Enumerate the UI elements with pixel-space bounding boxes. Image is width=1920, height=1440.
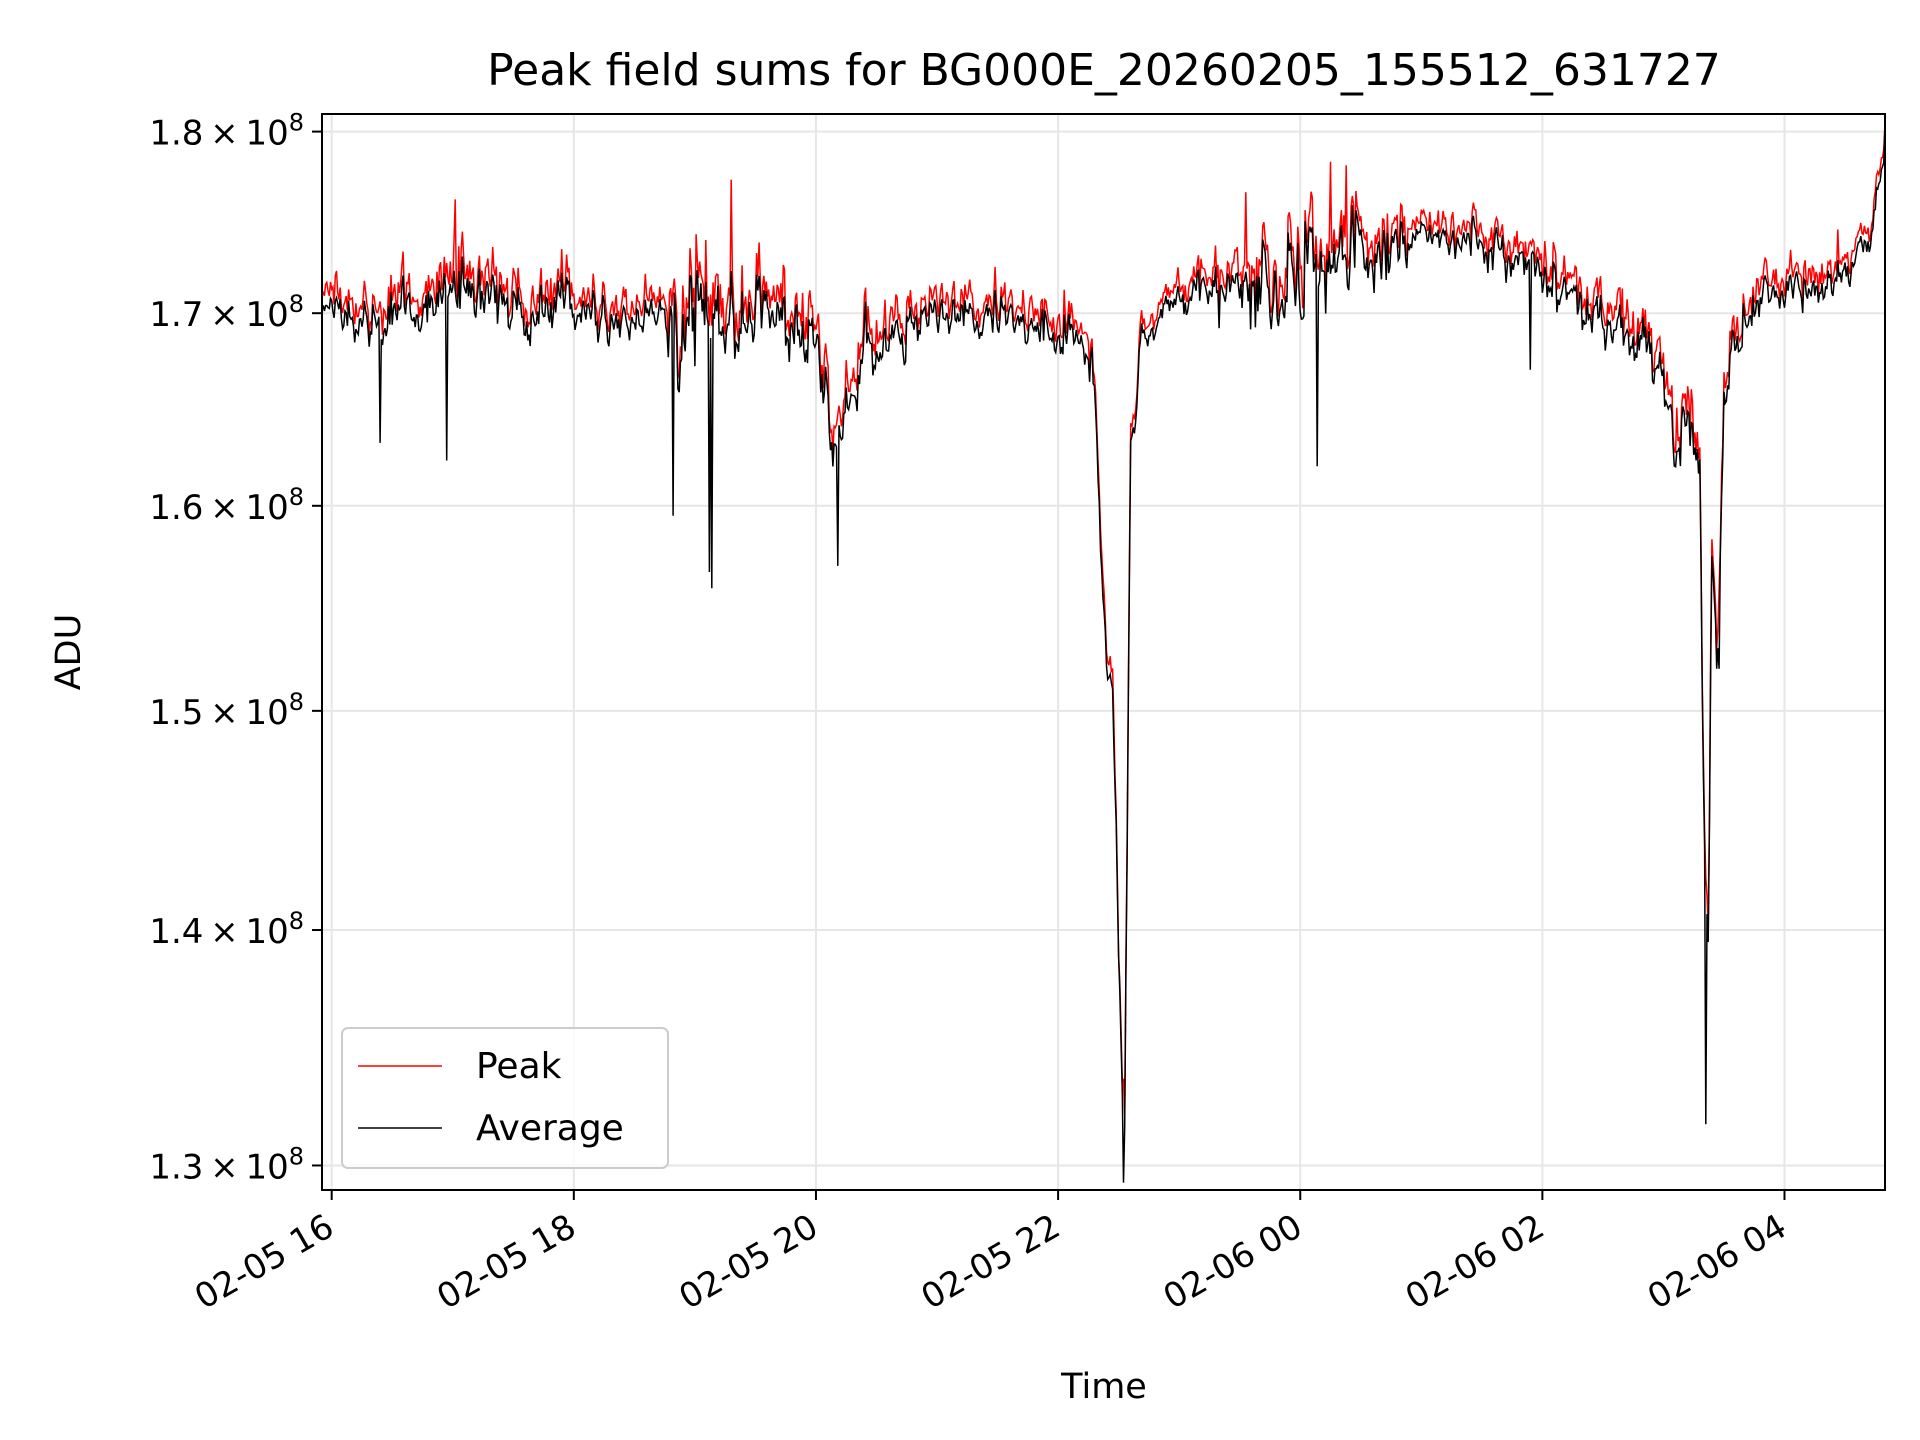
- y-tick-label: 1.5 × 108: [149, 688, 304, 733]
- series-peak-line: [322, 122, 1885, 1115]
- legend-box: [341, 1027, 669, 1169]
- plot-frame: [321, 113, 1886, 1191]
- legend-label-peak: Peak: [476, 1046, 562, 1087]
- y-tick-label: 1.4 × 108: [149, 907, 304, 952]
- y-axis: 1.3 × 108 1.4 × 108 1.5 × 108 1.6 × 108 1.7 …: [149, 109, 322, 1187]
- legend-label-average: Average: [476, 1108, 624, 1149]
- series-layer: [322, 122, 1885, 1183]
- legend: Peak Average: [341, 1027, 669, 1169]
- x-axis-label: Time: [1060, 1367, 1147, 1407]
- y-axis-label: ADU: [49, 614, 89, 691]
- y-tick-label: 1.8 × 108: [149, 109, 304, 154]
- chart-title: Peak field sums for BG000E_20260205_1555…: [487, 45, 1721, 96]
- y-tick-label: 1.6 × 108: [149, 483, 304, 528]
- y-tick-label: 1.7 × 108: [149, 290, 304, 335]
- series-average-line: [322, 122, 1885, 1183]
- y-tick-label: 1.3 × 108: [149, 1142, 304, 1187]
